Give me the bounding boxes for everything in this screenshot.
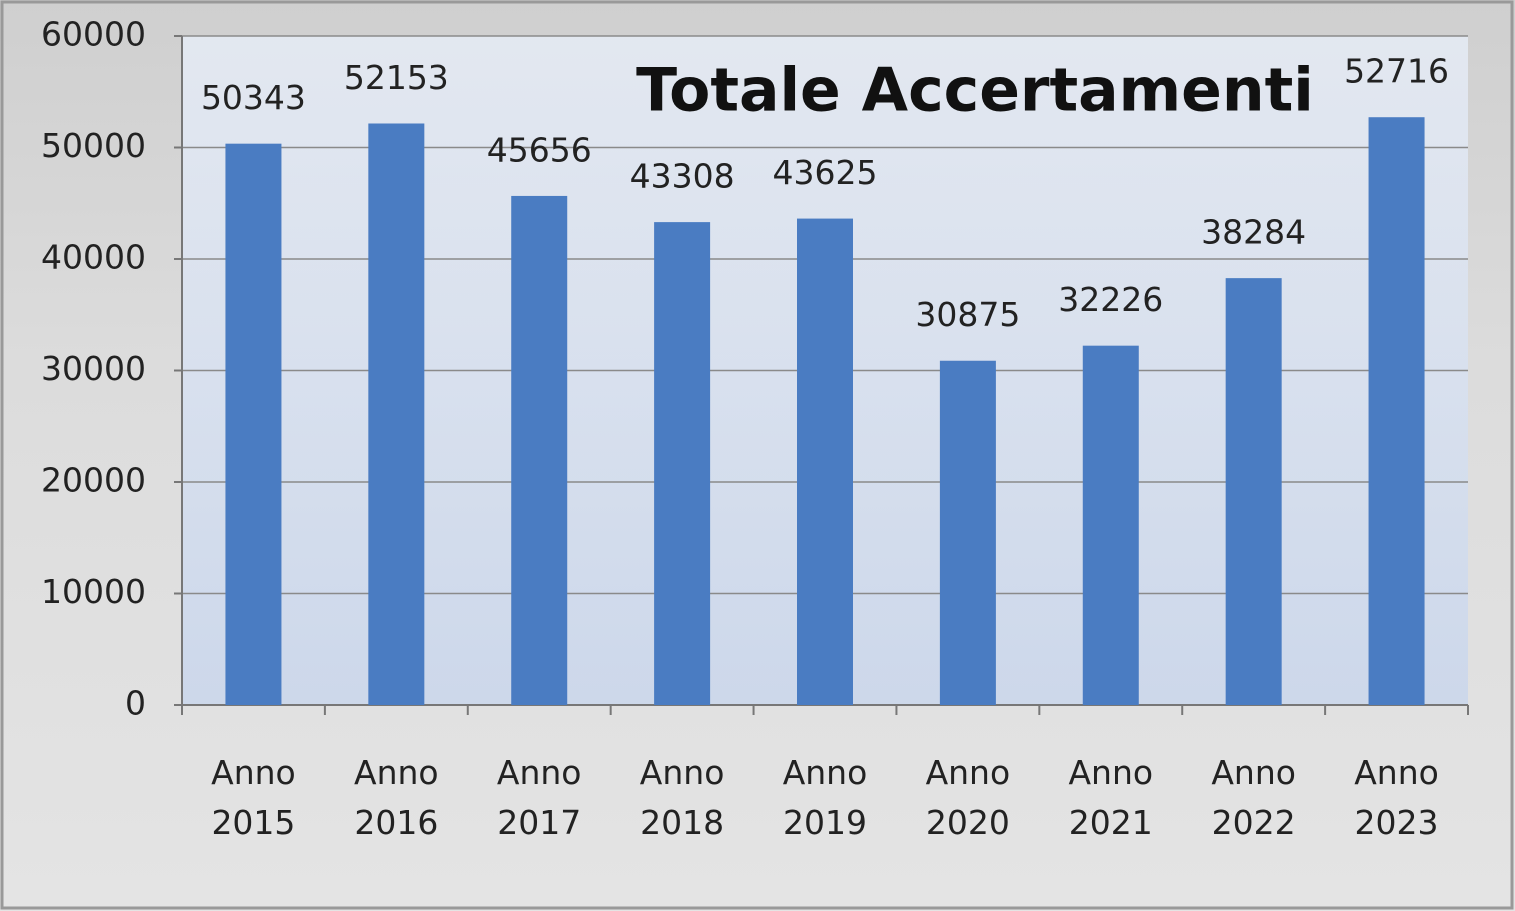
chart: 0 10000 20000 30000 40000 50000 60000 50343 5215…	[0, 0, 1515, 911]
value-label: 38284	[1201, 213, 1306, 252]
bar	[225, 144, 281, 705]
x-tick-label: Anno 2023	[1342, 748, 1452, 848]
value-label: 32226	[1058, 280, 1163, 319]
x-tick-label: Anno 2020	[913, 748, 1023, 848]
value-label: 30875	[915, 295, 1020, 334]
chart-title: Totale Accertamenti	[636, 56, 1314, 126]
bar	[654, 222, 710, 705]
bar	[1369, 117, 1425, 705]
value-label: 43625	[773, 153, 878, 192]
y-tick-label: 0	[125, 684, 146, 723]
value-label: 45656	[487, 130, 592, 169]
bar	[511, 196, 567, 705]
x-tick-label: Anno 2019	[770, 748, 880, 848]
value-label: 52716	[1344, 52, 1449, 91]
x-tick-label: Anno 2022	[1199, 748, 1309, 848]
x-tick-label: Anno 2018	[627, 748, 737, 848]
value-label: 43308	[630, 157, 735, 196]
bar	[1226, 278, 1282, 705]
bar	[1083, 346, 1139, 705]
y-tick-label: 60000	[41, 15, 146, 54]
bar	[797, 219, 853, 705]
y-tick-label: 40000	[41, 238, 146, 277]
x-tick-label: Anno 2021	[1056, 748, 1166, 848]
x-tick-label: Anno 2017	[484, 748, 594, 848]
y-tick-label: 10000	[41, 572, 146, 611]
value-label: 50343	[201, 78, 306, 117]
value-label: 52153	[344, 58, 449, 97]
bar	[940, 361, 996, 705]
y-tick-label: 50000	[41, 126, 146, 165]
y-tick-label: 30000	[41, 349, 146, 388]
bar	[368, 123, 424, 705]
x-tick-label: Anno 2016	[341, 748, 451, 848]
x-tick-label: Anno 2015	[198, 748, 308, 848]
y-tick-label: 20000	[41, 461, 146, 500]
